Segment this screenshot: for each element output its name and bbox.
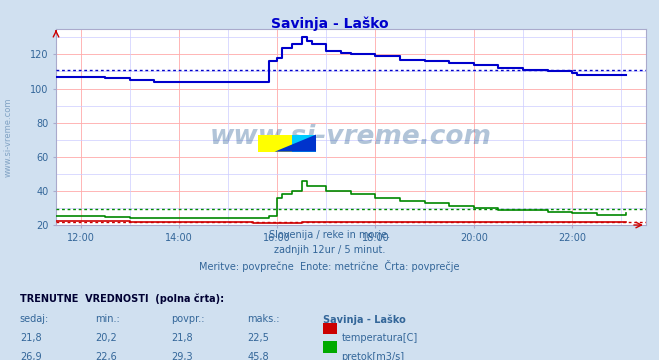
Text: sedaj:: sedaj:	[20, 314, 49, 324]
Text: Meritve: povprečne  Enote: metrične  Črta: povprečje: Meritve: povprečne Enote: metrične Črta:…	[199, 260, 460, 272]
Bar	[258, 135, 292, 152]
Text: 29,3: 29,3	[171, 352, 193, 360]
Text: 22,5: 22,5	[247, 333, 269, 343]
Text: 21,8: 21,8	[20, 333, 42, 343]
Text: zadnjih 12ur / 5 minut.: zadnjih 12ur / 5 minut.	[273, 245, 386, 255]
Text: 20,2: 20,2	[96, 333, 117, 343]
Text: 45,8: 45,8	[247, 352, 269, 360]
Text: www.si-vreme.com: www.si-vreme.com	[210, 124, 492, 150]
Text: 22,6: 22,6	[96, 352, 117, 360]
Text: pretok[m3/s]: pretok[m3/s]	[341, 352, 405, 360]
Text: temperatura[C]: temperatura[C]	[341, 333, 418, 343]
Text: www.si-vreme.com: www.si-vreme.com	[3, 97, 13, 176]
Polygon shape	[275, 135, 316, 152]
Text: min.:: min.:	[96, 314, 121, 324]
Text: TRENUTNE  VREDNOSTI  (polna črta):: TRENUTNE VREDNOSTI (polna črta):	[20, 293, 224, 304]
Bar	[292, 135, 316, 152]
Text: Slovenija / reke in morje.: Slovenija / reke in morje.	[269, 230, 390, 240]
Text: maks.:: maks.:	[247, 314, 279, 324]
Text: Savinja - Laško: Savinja - Laško	[323, 314, 406, 325]
Text: povpr.:: povpr.:	[171, 314, 205, 324]
Text: 21,8: 21,8	[171, 333, 193, 343]
Text: 26,9: 26,9	[20, 352, 42, 360]
Text: Savinja - Laško: Savinja - Laško	[271, 16, 388, 31]
